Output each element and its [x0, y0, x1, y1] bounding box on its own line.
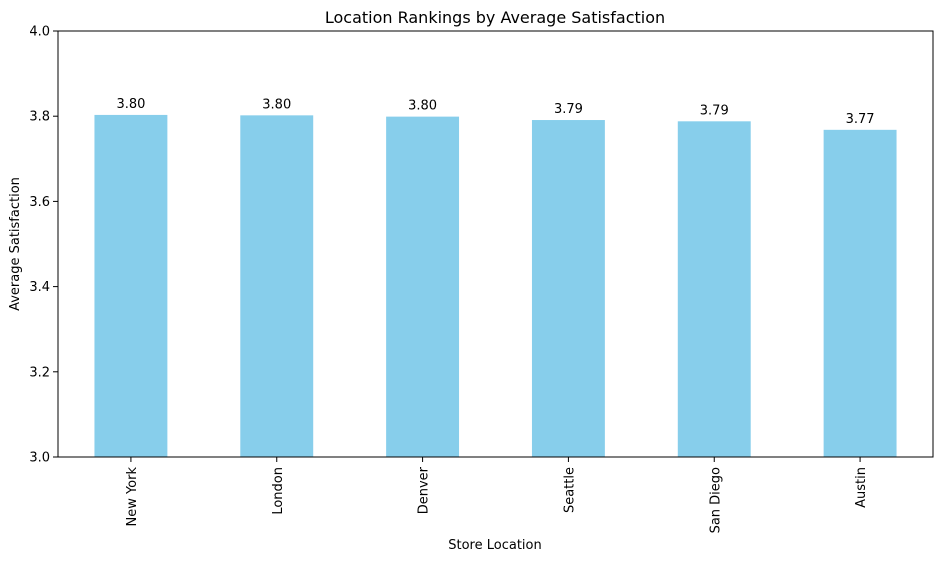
x-tick-label: New York [125, 467, 140, 527]
value-labels-group: 3.80 3.80 3.80 3.79 3.79 3.77 [116, 97, 874, 127]
value-label: 3.79 [700, 103, 729, 118]
x-axis: New York London Denver Seattle San Diego Aust… [125, 457, 869, 533]
y-tick-label: 3.2 [29, 365, 50, 380]
x-tick-label: Austin [854, 467, 869, 508]
y-tick-label: 3.8 [29, 110, 50, 125]
x-tick-label: London [271, 467, 286, 515]
y-tick-label: 3.0 [29, 451, 50, 466]
chart-title: Location Rankings by Average Satisfactio… [325, 8, 665, 27]
y-axis-label: Average Satisfaction [8, 177, 23, 311]
bar-san-diego [677, 121, 751, 457]
plot-frame [57, 30, 934, 458]
bar-denver [386, 116, 460, 457]
y-tick-label: 3.4 [29, 280, 50, 295]
value-label: 3.80 [408, 99, 437, 114]
y-tick-label: 4.0 [29, 25, 50, 40]
x-axis-label: Store Location [448, 538, 541, 553]
value-label: 3.77 [846, 112, 875, 127]
bars-group [94, 114, 897, 458]
y-tick-label: 3.6 [29, 195, 50, 210]
x-tick-label: Denver [417, 466, 432, 514]
bar-seattle [531, 120, 605, 457]
value-label: 3.80 [116, 97, 145, 112]
bar-austin [823, 129, 897, 457]
value-label: 3.80 [262, 97, 291, 112]
value-label: 3.79 [554, 102, 583, 117]
bar-london [240, 115, 314, 458]
x-tick-label: San Diego [708, 467, 723, 533]
x-tick-label: Seattle [562, 467, 577, 513]
bar-new-york [94, 114, 168, 457]
y-axis: 3.0 3.2 3.4 3.6 3.8 4.0 [29, 25, 58, 466]
